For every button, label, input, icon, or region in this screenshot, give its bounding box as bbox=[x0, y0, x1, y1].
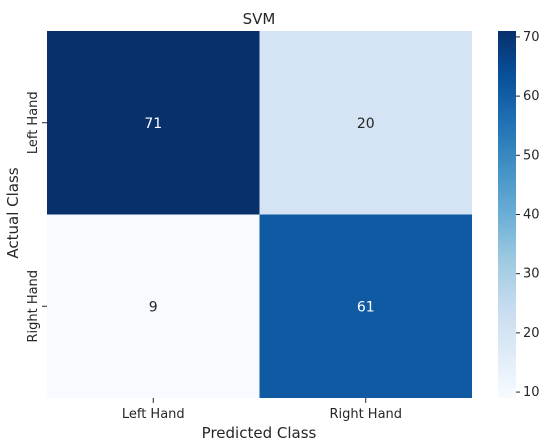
x-axis-label: Predicted Class bbox=[202, 424, 317, 442]
x-tick-label: Left Hand bbox=[122, 407, 185, 422]
heatmap-cell-label: 71 bbox=[144, 116, 162, 132]
heatmap-cells bbox=[47, 31, 472, 398]
colorbar-tick-label: 70 bbox=[523, 30, 540, 45]
heatmap-cell-label: 9 bbox=[149, 299, 158, 315]
chart-title: SVM bbox=[243, 10, 276, 28]
x-tick-labels: Left Hand Right Hand bbox=[122, 398, 402, 422]
heatmap-cell bbox=[47, 31, 260, 215]
colorbar-tick-label: 40 bbox=[523, 208, 540, 223]
colorbar-tick-label: 50 bbox=[523, 148, 540, 163]
colorbar-tick-label: 10 bbox=[523, 385, 540, 400]
heatmap-cell-label: 61 bbox=[357, 299, 375, 315]
heatmap-cell bbox=[259, 31, 472, 215]
y-tick-labels: Left Hand Right Hand bbox=[26, 91, 47, 343]
y-tick-label: Right Hand bbox=[26, 270, 41, 343]
colorbar-tick-label: 20 bbox=[523, 326, 540, 341]
colorbar-tick-label: 30 bbox=[523, 267, 540, 282]
y-tick-label: Left Hand bbox=[26, 91, 41, 154]
heatmap-cell bbox=[47, 214, 260, 398]
x-tick-label: Right Hand bbox=[329, 407, 402, 422]
heatmap-cell bbox=[259, 214, 472, 398]
y-axis-label: Actual Class bbox=[4, 167, 22, 258]
heatmap-cell-labels: 71 20 9 61 bbox=[144, 116, 374, 316]
colorbar bbox=[498, 31, 516, 398]
colorbar-tick-label: 60 bbox=[523, 89, 540, 104]
colorbar-ticks: 10 20 30 40 50 60 70 bbox=[516, 30, 540, 400]
heatmap-cell-label: 20 bbox=[357, 116, 375, 132]
